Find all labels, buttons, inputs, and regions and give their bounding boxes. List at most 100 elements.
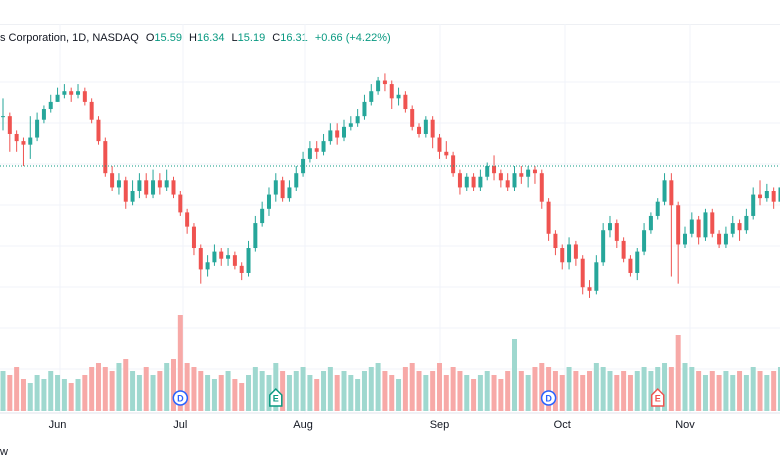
candle-body [96, 119, 101, 142]
volume-bar [266, 375, 272, 411]
candle-body [226, 255, 231, 259]
candle-body [321, 141, 326, 152]
volume-bar [696, 371, 702, 411]
candle-body [430, 119, 435, 138]
candle-body [744, 215, 749, 231]
candle-body [28, 137, 33, 145]
volume-bar [239, 383, 245, 411]
candle-body [457, 173, 462, 188]
candle-body [137, 180, 142, 191]
volume-bar [668, 367, 674, 411]
candle-body [539, 173, 544, 202]
volume-bar [171, 359, 176, 411]
candle-body [403, 94, 408, 110]
month-label: Jun [49, 419, 67, 431]
volume-bar [355, 379, 361, 411]
volume-bar [709, 371, 715, 411]
candle-body [567, 244, 572, 263]
candle-body [342, 126, 346, 138]
candle-body [294, 173, 299, 188]
volume-bar [334, 375, 340, 411]
candle-body [410, 109, 415, 127]
candle-body [778, 187, 780, 202]
volume-bar [0, 371, 6, 411]
volume-bar [593, 363, 599, 411]
volume-bar [327, 367, 333, 411]
volume-bar [764, 375, 770, 411]
candle-body [669, 180, 674, 206]
candle-body [601, 230, 606, 263]
candle-body [498, 173, 503, 181]
volume-bar [484, 371, 490, 411]
volume-bar [389, 375, 395, 411]
volume-bar [95, 363, 101, 411]
candle-body [655, 201, 660, 216]
candle-body [164, 180, 169, 188]
candle-body [492, 166, 497, 174]
volume-bar [314, 379, 320, 411]
candle-body [260, 208, 265, 224]
earnings-marker [269, 387, 283, 407]
volume-bar [396, 379, 402, 411]
open-key: O [145, 32, 155, 44]
volume-bar [368, 367, 374, 411]
grid-lines [0, 24, 780, 413]
volume-bar [361, 371, 367, 411]
volume-bar [443, 375, 449, 411]
footer-text: w [0, 446, 8, 458]
candle-body [771, 191, 776, 202]
candle-body [212, 251, 217, 263]
candle-body [471, 176, 476, 188]
volume-bar [777, 367, 780, 411]
volume-bar [505, 371, 511, 411]
volume-bar [20, 379, 26, 411]
candle-body [662, 180, 667, 202]
candle-body [103, 141, 108, 174]
event-label: D [545, 394, 552, 404]
volume-bar [123, 359, 129, 411]
candle-body [157, 180, 162, 188]
volume-bar [512, 339, 517, 411]
candle-body [144, 180, 149, 195]
high-value: 16.34 [196, 32, 225, 44]
candle-body [621, 240, 626, 259]
candle-body [123, 180, 128, 202]
candle-body [642, 230, 647, 252]
candle-body [151, 180, 156, 195]
volume-bar [450, 367, 456, 411]
candle-body [307, 148, 312, 159]
volume-bar [116, 363, 122, 411]
candle-body [519, 173, 524, 177]
volume-bar [559, 375, 565, 411]
volume-bar [600, 367, 606, 411]
volume-bar [498, 379, 504, 411]
candle-body [683, 233, 687, 245]
volume-bar [723, 371, 729, 411]
volume-bar [307, 375, 313, 411]
volume-bar [273, 363, 279, 411]
candle-body [710, 212, 715, 234]
volume-bar [702, 375, 708, 411]
volume-bar [259, 371, 265, 411]
volume-bar [246, 375, 252, 411]
dividend-marker [540, 390, 557, 406]
volume-bar [477, 375, 483, 411]
candle-body [389, 84, 394, 99]
volume-bar [102, 367, 108, 411]
candle-body [676, 205, 681, 245]
candle-body [48, 101, 53, 110]
candle-body [355, 116, 360, 124]
candle-body [512, 173, 517, 188]
volume-bar [82, 375, 88, 411]
candle-body [382, 80, 387, 85]
candle-body [505, 180, 510, 188]
volume-bar [491, 375, 497, 411]
candle-body [335, 130, 340, 138]
volume-bar [75, 379, 81, 411]
candle-body [328, 130, 333, 142]
volume-bar [737, 371, 743, 411]
volume-bar [89, 367, 95, 411]
candle-body [266, 194, 271, 209]
